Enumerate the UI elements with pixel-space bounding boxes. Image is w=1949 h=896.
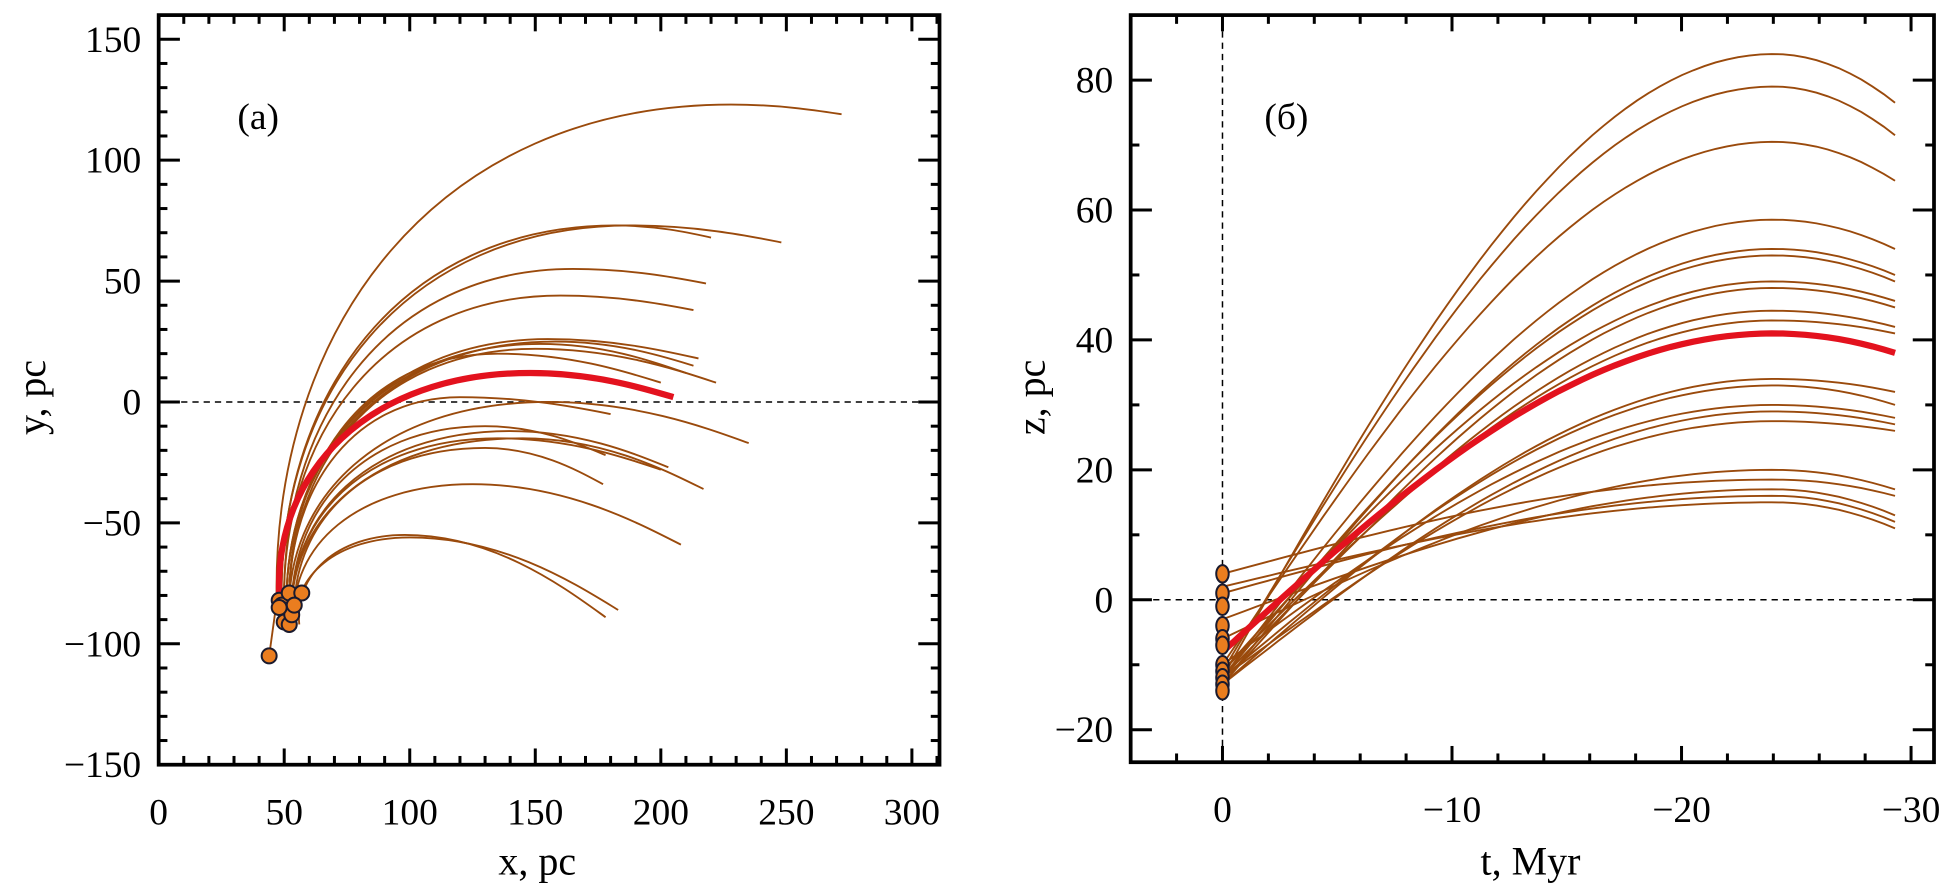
x-tick-label: −20 xyxy=(1652,790,1711,831)
y-tick-label: 40 xyxy=(1076,320,1113,361)
orbit-line xyxy=(283,268,707,610)
panel-a-stars xyxy=(260,584,311,665)
panel-a-frame xyxy=(156,13,942,767)
orbit-line xyxy=(1221,85,1896,672)
orbit-line xyxy=(1221,410,1896,685)
orbit-line xyxy=(1221,140,1896,666)
orbit-line xyxy=(288,352,662,615)
panel-b-frame xyxy=(1128,13,1936,765)
orbit-line xyxy=(1222,468,1896,640)
panel-a-x-tick-labels: 0 50 100 150 200 250 300 xyxy=(149,793,940,834)
y-tick-label: −50 xyxy=(83,503,142,544)
orbit-line xyxy=(290,430,669,620)
orbit-line xyxy=(295,536,619,625)
panel-a-y-tick-labels: −150 −100 −50 0 50 100 150 xyxy=(64,20,141,786)
orbit-line xyxy=(1221,287,1896,685)
orbit-line xyxy=(1222,494,1896,595)
orbit-line xyxy=(1221,248,1896,685)
orbit-line xyxy=(1221,280,1896,672)
orbit-line xyxy=(290,437,704,620)
star-marker xyxy=(1215,596,1230,617)
x-tick-label: 250 xyxy=(758,793,814,834)
orbit-line xyxy=(1222,478,1896,575)
orbit-line xyxy=(293,447,604,623)
y-tick-label: 80 xyxy=(1076,61,1113,102)
x-tick-label: 150 xyxy=(507,793,563,834)
y-tick-label: 60 xyxy=(1076,190,1113,231)
orbit-line xyxy=(288,401,750,618)
orbit-line xyxy=(1221,218,1896,679)
y-tick-label: 100 xyxy=(85,141,141,182)
star-marker xyxy=(285,596,303,614)
orbit-line xyxy=(288,396,611,615)
x-tick-label: 0 xyxy=(149,793,168,834)
panel-b-y-axis-label: z, pc xyxy=(1008,360,1053,435)
orbit-line xyxy=(293,483,682,623)
orbit-line xyxy=(1222,501,1896,588)
mean-orbit-line xyxy=(276,369,675,596)
panel-b-stars xyxy=(1215,564,1230,701)
star-marker xyxy=(1215,681,1230,701)
panel-a-x-axis-label: x, pc xyxy=(498,839,576,884)
panel-a-label: (a) xyxy=(237,97,279,138)
star-marker xyxy=(270,599,288,617)
panel-a-y-axis-label: y, pc xyxy=(9,360,54,435)
y-tick-label: 20 xyxy=(1076,450,1113,491)
x-tick-label: −30 xyxy=(1882,790,1941,831)
panel-b-ticks xyxy=(1129,13,1935,763)
x-tick-label: 200 xyxy=(633,793,689,834)
star-marker xyxy=(293,584,311,602)
x-tick-label: −10 xyxy=(1423,790,1482,831)
orbit-line xyxy=(1221,403,1896,666)
panel-b-tz-orbits: 0 −10 −20 −30 −20 0 20 40 60 80 (б) t, Myr z, pc xyxy=(1008,13,1940,884)
y-tick-label: −20 xyxy=(1055,710,1114,751)
x-tick-label: 50 xyxy=(265,793,302,834)
y-tick-label: 0 xyxy=(1094,580,1113,621)
orbit-line xyxy=(1221,53,1896,679)
mean-orbit-line xyxy=(1220,330,1896,655)
orbit-line xyxy=(1221,384,1896,679)
orbit-line xyxy=(1221,377,1896,685)
orbit-line xyxy=(290,437,662,620)
star-marker xyxy=(1215,635,1230,656)
x-tick-label: 0 xyxy=(1213,790,1232,831)
panel-a-xy-orbits: 0 50 100 150 200 250 300 −150−100−50050100150 … xyxy=(9,13,942,884)
orbit-line xyxy=(275,103,842,601)
y-tick-label: −100 xyxy=(64,624,141,665)
x-tick-label: 100 xyxy=(382,793,438,834)
orbit-line xyxy=(1221,309,1896,679)
panel-a-orbits xyxy=(268,103,842,657)
panel-b-y-tick-labels: −20 0 20 40 60 80 xyxy=(1055,61,1114,752)
panel-b-orbits xyxy=(1220,53,1896,685)
star-marker xyxy=(1215,564,1230,584)
panel-a-ticks xyxy=(157,13,940,767)
y-tick-label: −150 xyxy=(64,745,141,786)
y-tick-label: 50 xyxy=(104,262,141,303)
panel-b-x-axis-label: t, Myr xyxy=(1481,839,1581,884)
y-tick-label: 0 xyxy=(122,382,141,423)
x-tick-label: 300 xyxy=(884,793,940,834)
orbit-line xyxy=(1221,420,1896,679)
panel-b-x-tick-labels: 0 −10 −20 −30 xyxy=(1213,790,1940,831)
star-marker xyxy=(260,647,278,665)
orbit-line xyxy=(280,224,712,608)
orbit-line xyxy=(1221,254,1896,679)
orbit-line xyxy=(290,425,606,620)
y-tick-label: 150 xyxy=(85,20,141,61)
orbit-line xyxy=(297,534,607,625)
panel-b-label: (б) xyxy=(1264,97,1308,138)
